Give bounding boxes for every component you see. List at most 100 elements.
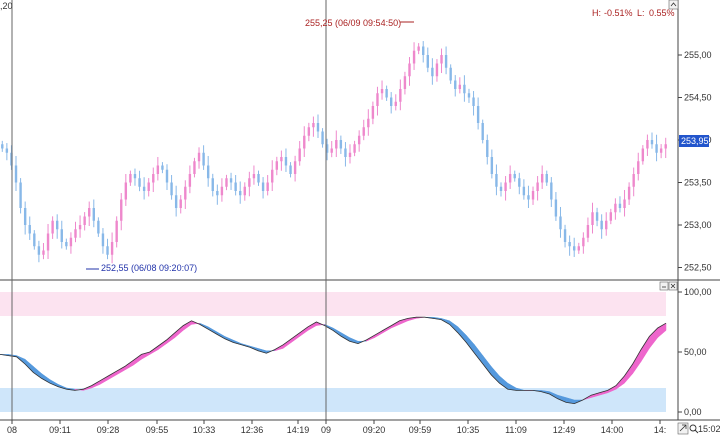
candle <box>389 92 393 114</box>
time-tick-label: 14:00 <box>601 425 624 435</box>
candle <box>55 214 59 239</box>
candle <box>357 130 361 152</box>
time-tick-label: 10:33 <box>193 425 216 435</box>
candle <box>371 101 375 125</box>
candle <box>536 176 539 201</box>
candle <box>312 116 315 137</box>
candle <box>463 75 466 102</box>
candle <box>385 85 388 101</box>
candle <box>344 142 347 167</box>
candle <box>88 201 91 227</box>
price-tick-label: 252,50 <box>684 263 712 273</box>
candle <box>426 47 429 73</box>
candle <box>399 79 402 111</box>
candle <box>42 243 45 260</box>
stochastic-tick-label: 100,00 <box>684 287 712 297</box>
time-tick-label: 11:09 <box>505 425 527 435</box>
price-plot-area[interactable] <box>0 0 678 279</box>
candle <box>206 155 210 187</box>
price-tick-label: 255,00 <box>684 50 712 60</box>
oversold-band <box>0 388 666 412</box>
high-change-label: H: <box>592 8 601 18</box>
candle <box>568 235 571 256</box>
candle <box>403 71 407 95</box>
time-tick-label: 09:55 <box>146 425 169 435</box>
price-candles <box>1 41 667 264</box>
candle <box>165 164 169 190</box>
candle <box>618 196 622 213</box>
candle <box>179 195 182 214</box>
candle <box>120 193 123 231</box>
chevron-up-icon <box>670 2 677 7</box>
candle <box>37 240 41 263</box>
price-panel[interactable] <box>0 0 678 279</box>
candle <box>582 232 585 254</box>
chart-zoom-button[interactable] <box>689 424 699 434</box>
time-tick-label: 12:49 <box>553 425 576 435</box>
candle <box>303 126 306 157</box>
candle <box>220 178 224 202</box>
candle <box>289 162 292 178</box>
candle <box>280 150 283 171</box>
candle <box>573 237 576 257</box>
candle <box>417 43 420 55</box>
candle <box>293 155 297 182</box>
low-change-label: L: <box>637 8 645 18</box>
time-tick-label: 10:35 <box>457 425 480 435</box>
candle <box>408 57 411 86</box>
candle <box>239 181 242 204</box>
price-panel-scroll-button[interactable] <box>668 0 679 10</box>
candle <box>193 157 196 178</box>
candle <box>257 170 260 186</box>
chart-navigate-button[interactable] <box>677 422 689 435</box>
candle <box>261 177 265 199</box>
candle <box>605 212 608 236</box>
candle <box>490 149 494 179</box>
candle <box>110 232 114 264</box>
candle <box>614 198 617 220</box>
candle <box>504 176 507 201</box>
candle <box>380 80 384 100</box>
candle <box>330 141 333 158</box>
candle <box>243 182 246 201</box>
low-annotation: 252,55 (06/08 09:20:07) <box>101 263 197 273</box>
candle <box>5 143 9 161</box>
candle <box>252 165 256 185</box>
candle <box>554 192 558 221</box>
time-tick-label: 09:20 <box>363 425 386 435</box>
candle <box>92 199 95 228</box>
candle <box>522 179 526 200</box>
candle <box>78 215 82 238</box>
stochastic-close-button[interactable] <box>668 281 678 291</box>
candle <box>211 173 214 197</box>
candle <box>216 184 219 205</box>
candle <box>412 42 416 70</box>
candle <box>106 238 109 260</box>
stochastic-y-axis: 0,00 50,00 100,00 <box>678 287 712 417</box>
stochastic-minimize-button[interactable] <box>659 281 669 291</box>
candle <box>325 138 329 161</box>
candle <box>458 77 462 94</box>
candle <box>609 208 613 225</box>
candle <box>46 223 50 259</box>
candle <box>19 178 22 214</box>
candle <box>518 172 521 195</box>
candle <box>97 217 100 237</box>
corner-label: ,20 <box>0 1 13 11</box>
candle <box>659 144 663 159</box>
candle <box>234 175 237 196</box>
candle <box>229 172 233 190</box>
stochastic-panel[interactable] <box>0 292 667 412</box>
candle <box>508 165 512 189</box>
candle <box>335 130 338 157</box>
high-annotation: 255,25 (06/09 09:54:50) <box>305 18 401 28</box>
candle <box>563 224 567 248</box>
candle <box>316 114 320 138</box>
time-tick-label: 08 <box>7 425 17 435</box>
candle <box>637 152 640 181</box>
candle <box>161 162 164 174</box>
candle <box>284 148 288 172</box>
candle <box>595 207 599 227</box>
candle <box>339 135 343 154</box>
